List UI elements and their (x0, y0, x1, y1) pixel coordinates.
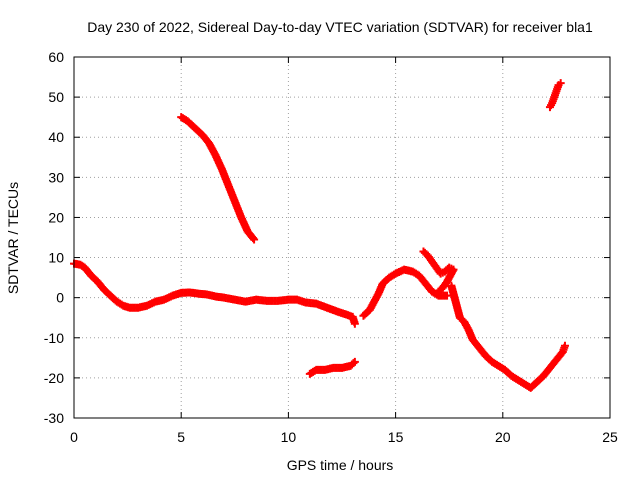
x-tick-label: 0 (70, 429, 78, 445)
data-point (250, 235, 259, 244)
segment-1 (70, 259, 359, 328)
x-tick-label: 10 (281, 429, 297, 445)
data-point (435, 286, 444, 295)
data-point (443, 291, 452, 300)
x-tick-label: 5 (177, 429, 185, 445)
y-tick-label: -10 (44, 330, 64, 346)
y-tick-label: 20 (48, 209, 64, 225)
x-tick-label: 20 (495, 429, 511, 445)
y-axis-title: SDTVAR / TECUs (5, 182, 21, 294)
data-point (434, 287, 443, 296)
y-tick-label: 10 (48, 250, 64, 266)
segment-7 (545, 79, 565, 112)
y-tick-label: -30 (44, 410, 64, 426)
axis-ticks (73, 56, 611, 419)
segment-2 (177, 113, 259, 244)
y-tick-label: 40 (48, 129, 64, 145)
segment-6 (447, 281, 569, 392)
x-tick-label: 15 (388, 429, 404, 445)
data-point (560, 341, 569, 350)
data-point (556, 79, 565, 88)
data-point (350, 357, 359, 366)
segment-3 (305, 357, 359, 378)
data-point (349, 359, 358, 368)
y-tick-label: -20 (44, 370, 64, 386)
chart-title: Day 230 of 2022, Sidereal Day-to-day VTE… (87, 19, 593, 35)
grid (74, 57, 610, 418)
y-tick-label: 60 (48, 49, 64, 65)
data-points (70, 79, 569, 392)
y-tick-label: 30 (48, 169, 64, 185)
tick-labels: 0 5 10 15 20 25 -30 -20 -10 0 10 20 30 40 50 60 (44, 49, 618, 445)
plot-frame (73, 56, 611, 419)
y-tick-label: 0 (56, 290, 64, 306)
x-axis-title: GPS time / hours (287, 457, 394, 473)
data-point (350, 319, 359, 328)
x-tick-label: 25 (602, 429, 618, 445)
y-tick-label: 50 (48, 89, 64, 105)
segment-5 (419, 247, 458, 296)
data-point (249, 234, 258, 243)
